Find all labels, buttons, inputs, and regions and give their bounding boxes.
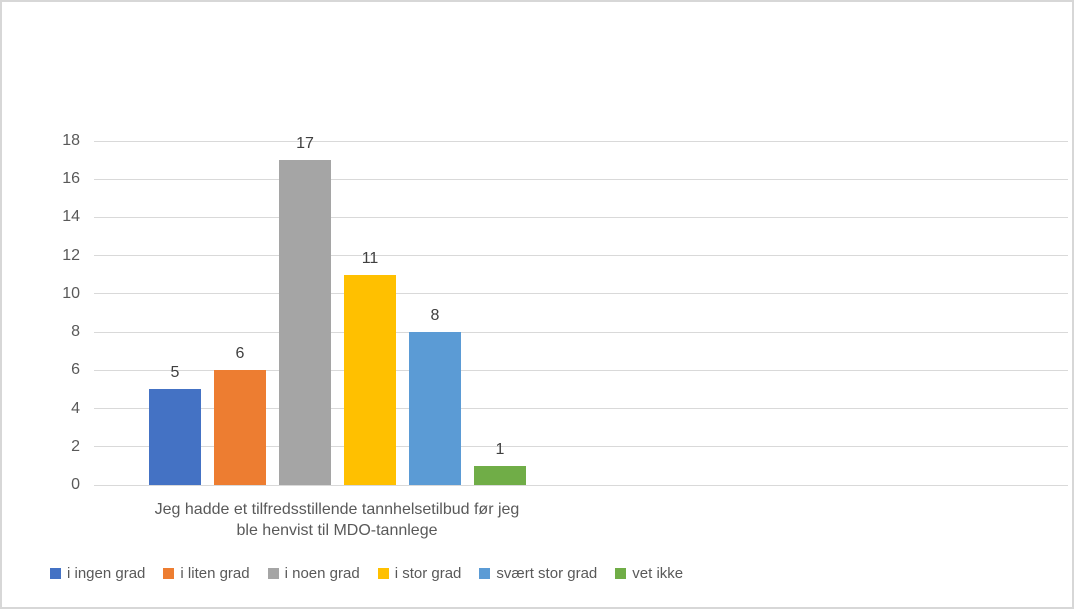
bar-vet-ikke (474, 465, 526, 485)
bar-value-label: 17 (296, 135, 314, 153)
bar-value-label: 8 (430, 307, 440, 325)
gridline (94, 369, 1068, 371)
legend-swatch (267, 568, 279, 579)
gridline (94, 178, 1068, 180)
legend-swatch (479, 568, 491, 579)
bar-value-label: 5 (170, 364, 180, 382)
legend-item: i liten grad (163, 565, 250, 582)
y-axis-tick-label: 2 (71, 437, 80, 455)
legend-label: vet ikke (632, 565, 684, 582)
legend-label: svært stor grad (496, 565, 598, 582)
legend: i ingen grad i liten grad i noen grad i sto… (50, 565, 683, 582)
legend-label: i stor grad (394, 565, 462, 582)
gridline (94, 140, 1068, 142)
bar-value-label: 1 (495, 440, 505, 458)
gridline (94, 216, 1068, 218)
y-axis-tick-label: 16 (62, 170, 80, 188)
bar-svært-stor-grad (409, 332, 461, 485)
gridline (94, 255, 1068, 257)
bar-value-label: 6 (235, 345, 245, 363)
y-axis-tick-label: 12 (62, 246, 80, 264)
bar-i-noen-grad (279, 160, 331, 485)
gridline (94, 446, 1068, 448)
gridline (94, 293, 1068, 295)
legend-item: i noen grad (267, 565, 360, 582)
y-axis-tick-label: 0 (71, 476, 80, 493)
legend-swatch (163, 568, 175, 579)
legend-swatch (615, 568, 627, 579)
legend-item: vet ikke (615, 565, 683, 582)
y-axis-tick-label: 4 (71, 399, 80, 417)
y-axis-tick-label: 14 (62, 208, 80, 226)
x-axis-category-label: Jeg hadde et tilfredsstillende tannhelse… (77, 499, 597, 541)
legend-item: i stor grad (377, 565, 462, 582)
bar-value-label: 11 (361, 249, 379, 267)
bar-i-liten-grad (214, 370, 266, 485)
y-axis-tick-label: 10 (62, 284, 80, 302)
y-axis-tick-label: 8 (71, 323, 80, 341)
legend-label: i noen grad (284, 565, 360, 582)
legend-label: i liten grad (180, 565, 250, 582)
x-axis-category-label-line2: ble henvist til MDO-tannlege (236, 522, 438, 539)
legend-item: svært stor grad (479, 565, 597, 582)
legend-swatch (377, 568, 389, 579)
bar-i-stor-grad (344, 274, 396, 485)
y-axis-tick-label: 18 (62, 132, 80, 149)
legend-item: i ingen grad (50, 565, 145, 582)
y-axis-tick-label: 6 (71, 361, 80, 379)
legend-swatch (50, 568, 61, 579)
gridline (94, 484, 1068, 486)
gridline (94, 408, 1068, 410)
legend-label: i ingen grad (67, 565, 146, 582)
x-axis-category-label-line1: Jeg hadde et tilfredsstillende tannhelse… (154, 501, 520, 518)
bar-i-ingen-grad (149, 389, 201, 485)
gridline (94, 331, 1068, 333)
